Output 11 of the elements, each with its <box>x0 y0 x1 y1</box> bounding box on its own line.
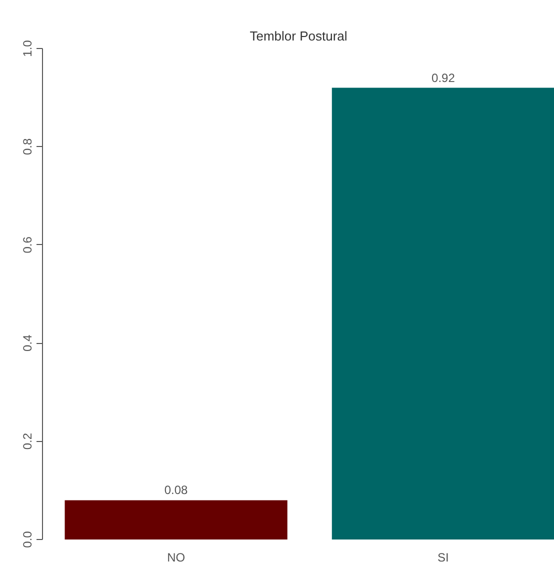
y-tick-label: 0.6 <box>20 236 34 254</box>
y-tick-label: 0.8 <box>20 138 34 156</box>
y-tick-label: 1.0 <box>20 40 34 57</box>
data-label: 0.92 <box>432 70 456 85</box>
y-tick-label: 0.2 <box>20 432 34 450</box>
y-tick-label: 0.0 <box>20 530 34 548</box>
x-tick-label: NO <box>167 550 186 564</box>
data-label: 0.08 <box>164 483 188 498</box>
y-tick-label: 0.4 <box>20 334 34 352</box>
x-tick-label: SI <box>438 550 449 564</box>
chart-title: Temblor Postural <box>250 28 348 44</box>
